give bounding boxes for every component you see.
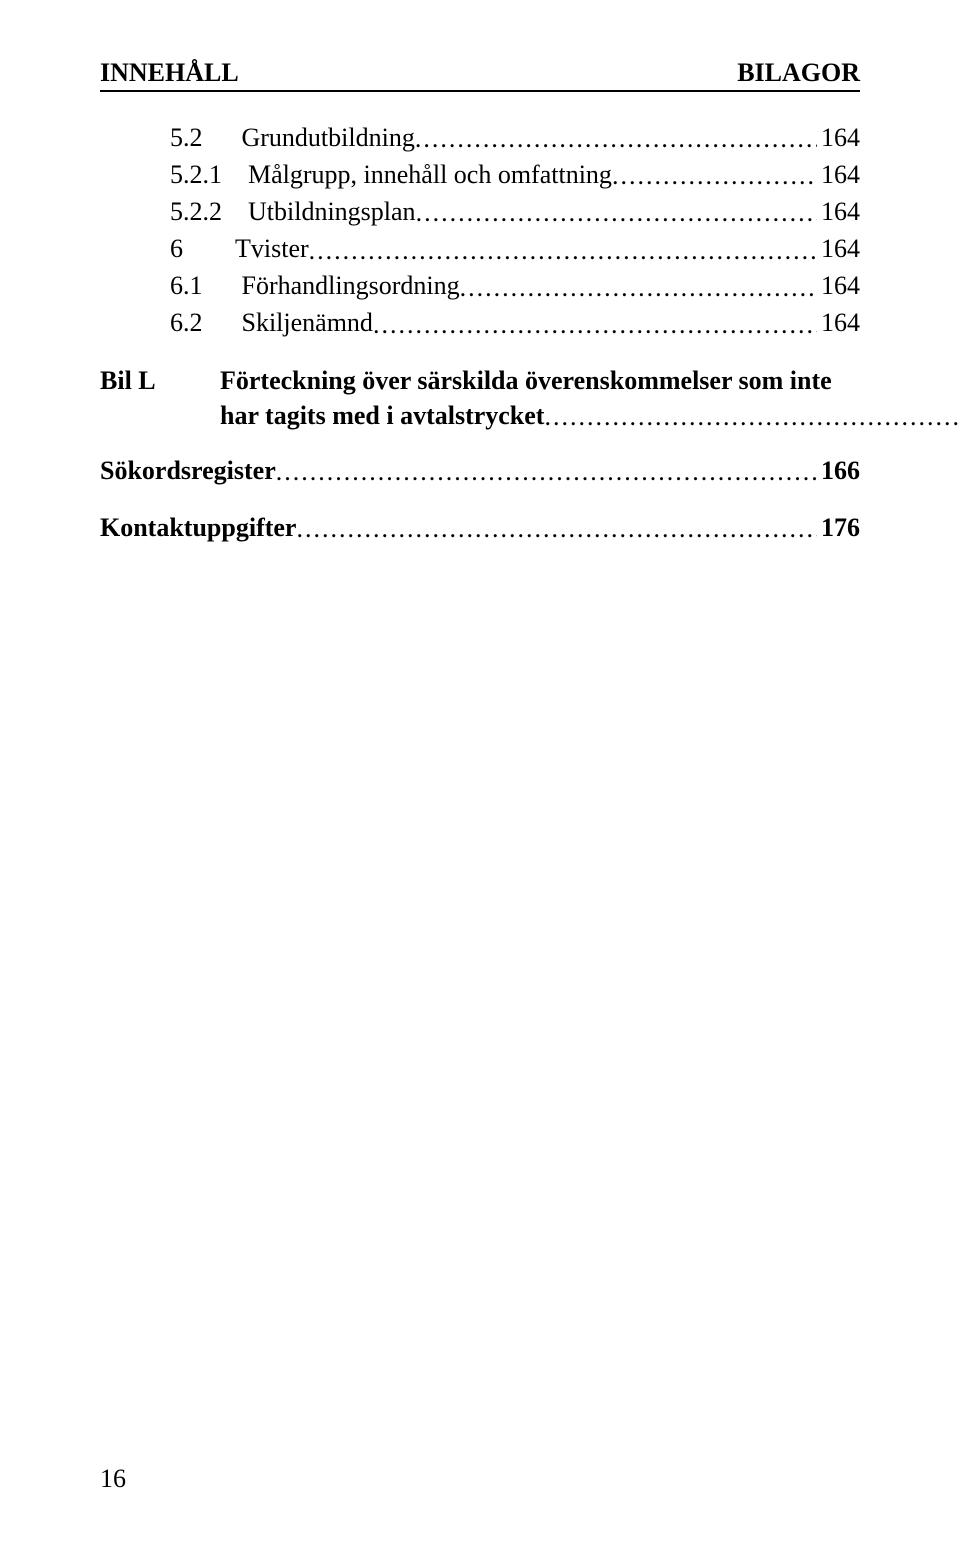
toc-line: Kontaktuppgifter........................… bbox=[100, 510, 860, 545]
toc-line: 5.2.2 Utbildningsplan...................… bbox=[100, 194, 860, 229]
page-header: INNEHÅLL BILAGOR bbox=[100, 58, 860, 92]
spacer bbox=[100, 433, 860, 453]
toc-label: Skiljenämnd bbox=[242, 305, 373, 340]
toc-leader: ........................................… bbox=[415, 121, 817, 156]
table-of-contents: 5.2 Grundutbildning.....................… bbox=[100, 120, 860, 547]
page-number: 16 bbox=[100, 1464, 126, 1494]
header-right: BILAGOR bbox=[737, 58, 860, 88]
toc-number: 5.2.1 bbox=[170, 157, 248, 192]
toc-leader: ........................................… bbox=[296, 511, 817, 546]
toc-leader: ........................................… bbox=[612, 158, 817, 193]
toc-line: 6.1 Förhandlingsordning.................… bbox=[100, 268, 860, 303]
page: INNEHÅLL BILAGOR 5.2 Grundutbildning....… bbox=[0, 0, 960, 1554]
toc-leader: ........................................… bbox=[373, 307, 817, 342]
toc-label: Sökordsregister bbox=[100, 453, 276, 488]
toc-page: 176 bbox=[817, 510, 860, 545]
spacer bbox=[100, 343, 860, 363]
toc-number: 5.2.2 bbox=[170, 194, 248, 229]
toc-page: 164 bbox=[817, 268, 860, 303]
toc-label: Tvister bbox=[235, 231, 309, 266]
appendix-body: Förteckning över särskilda överenskommel… bbox=[220, 363, 960, 433]
toc-line: 5.2.1 Målgrupp, innehåll och omfattning.… bbox=[100, 157, 860, 192]
toc-line: Sökordsregister.........................… bbox=[100, 453, 860, 488]
toc-number: 6 bbox=[170, 231, 235, 266]
toc-number: 6.2 bbox=[170, 305, 242, 340]
toc-page: 164 bbox=[817, 157, 860, 192]
toc-number: 5.2 bbox=[170, 120, 242, 155]
appendix-line2: har tagits med i avtalstrycket..........… bbox=[220, 398, 960, 433]
toc-label: Förhandlingsordning bbox=[242, 268, 460, 303]
toc-appendix: Bil LFörteckning över särskilda överensk… bbox=[100, 363, 860, 433]
appendix-line1: Förteckning över särskilda överenskommel… bbox=[220, 363, 960, 398]
toc-label: Kontaktuppgifter bbox=[100, 510, 296, 545]
toc-number: 6.1 bbox=[170, 268, 242, 303]
toc-leader: ........................................… bbox=[309, 233, 817, 268]
toc-label: Utbildningsplan bbox=[248, 194, 416, 229]
toc-label: Målgrupp, innehåll och omfattning bbox=[248, 157, 612, 192]
toc-page: 166 bbox=[817, 453, 860, 488]
appendix-marker: Bil L bbox=[100, 363, 220, 398]
toc-leader: ........................................… bbox=[460, 270, 817, 305]
header-left: INNEHÅLL bbox=[100, 58, 239, 88]
toc-leader: ........................................… bbox=[416, 195, 817, 230]
toc-leader: ........................................… bbox=[544, 399, 960, 434]
toc-page: 164 bbox=[817, 120, 860, 155]
toc-page: 164 bbox=[817, 194, 860, 229]
toc-line: 6 Tvister...............................… bbox=[100, 231, 860, 266]
toc-label: Grundutbildning bbox=[242, 120, 415, 155]
toc-leader: ........................................… bbox=[276, 454, 817, 489]
toc-page: 164 bbox=[817, 231, 860, 266]
appendix-line2-label: har tagits med i avtalstrycket bbox=[220, 398, 544, 433]
toc-page: 164 bbox=[817, 305, 860, 340]
toc-line: 6.2 Skiljenämnd.........................… bbox=[100, 305, 860, 340]
spacer bbox=[100, 490, 860, 510]
toc-line: 5.2 Grundutbildning.....................… bbox=[100, 120, 860, 155]
